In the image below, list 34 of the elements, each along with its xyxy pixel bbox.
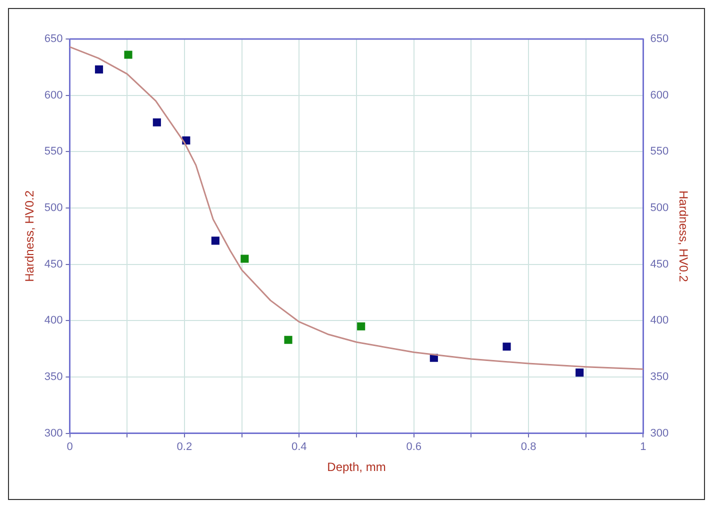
y2-tick-label: 350: [650, 371, 669, 384]
y2-tick-label: 600: [650, 89, 669, 102]
x-axis-title: Depth, mm: [327, 460, 386, 474]
y2-tick-label: 650: [650, 33, 669, 46]
y2-axis-title: Hardness, HV0.2: [676, 190, 690, 282]
y2-tick-label: 500: [650, 202, 669, 214]
x-tick-label: 0: [66, 441, 73, 454]
y2-tick-label: 300: [650, 427, 669, 440]
point: [124, 50, 132, 59]
x-tick-label: 0.2: [176, 441, 192, 454]
point: [357, 322, 366, 330]
y-tick-label: 400: [44, 314, 63, 327]
point: [502, 342, 511, 351]
point: [284, 336, 292, 344]
point: [152, 118, 161, 126]
x-tick-label: 0.8: [520, 441, 536, 454]
y2-tick-label: 400: [650, 314, 669, 327]
point: [211, 236, 220, 245]
y-tick-label: 600: [44, 89, 63, 102]
y2-tick-label: 550: [650, 146, 669, 158]
y2-tick-label: 450: [650, 258, 669, 270]
x-tick-label: 1: [640, 441, 646, 454]
y-tick-label: 550: [44, 146, 63, 158]
x-tick-label: 0.4: [292, 441, 307, 454]
x-tick-label: 0.6: [406, 441, 422, 454]
point: [94, 65, 104, 74]
point: [576, 368, 584, 377]
y-tick-label: 650: [44, 33, 63, 46]
y-tick-label: 350: [44, 371, 63, 384]
y-tick-label: 500: [44, 202, 63, 214]
y-tick-label: 300: [44, 427, 63, 440]
point: [240, 254, 249, 263]
y-axis-title: Hardness, HV0.2: [22, 190, 37, 282]
y-tick-label: 450: [44, 258, 63, 270]
